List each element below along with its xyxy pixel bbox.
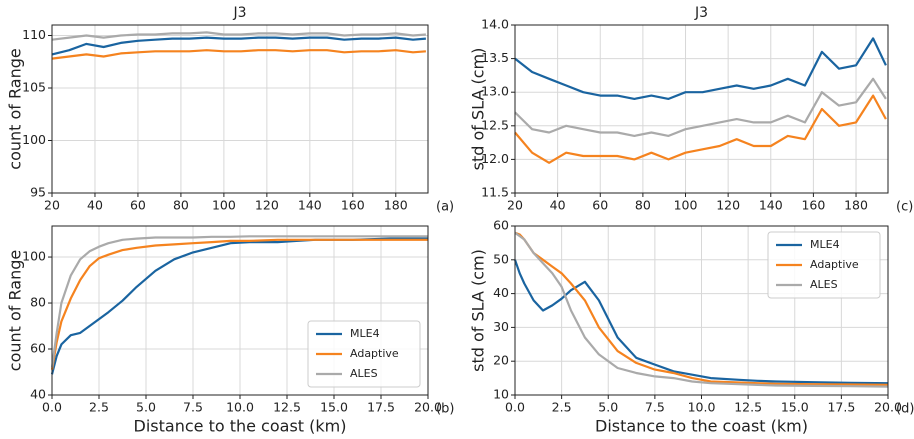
y-axis-label: std of SLA (cm) [469,48,488,171]
x-tick-label: 140 [298,198,322,213]
x-tick-label: 80 [635,198,651,213]
x-tick-label: 10.0 [226,400,254,415]
x-tick-label: 20 [507,198,523,213]
x-tick-label: 0.0 [42,400,62,415]
x-tick-label: 80 [173,198,189,213]
x-tick-label: 5.0 [598,400,618,415]
y-tick-label: 110 [22,27,46,42]
y-tick-label: 40 [30,387,46,402]
x-tick-label: 15.0 [320,400,348,415]
data-line [50,238,428,370]
x-tick-label: 120 [255,198,279,213]
x-tick-label: 12.5 [734,400,762,415]
panel-label: (d) [896,402,914,417]
x-tick-label: 160 [341,198,365,213]
data-line [514,37,887,100]
y-tick-label: 11.5 [481,185,509,200]
data-line [514,94,887,164]
x-tick-label: 5.0 [136,400,156,415]
legend-label: ALES [350,367,378,380]
data-line [514,231,889,388]
y-tick-label: 14.0 [481,17,509,32]
x-tick-label: 10.0 [688,400,716,415]
data-line [51,49,426,60]
x-tick-label: 17.5 [827,400,855,415]
plot-frame [514,225,889,396]
y-tick-label: 100 [22,132,46,147]
x-axis-label: Distance to the coast (km) [595,417,808,436]
y-tick-label: 60 [493,218,509,233]
legend-box [767,231,881,299]
y-axis-label: std of SLA (cm) [469,249,488,372]
y-tick-label: 30 [493,319,509,334]
x-tick-label: 120 [716,198,740,213]
legend-box [307,320,421,388]
x-tick-label: 17.5 [367,400,395,415]
x-tick-label: 7.5 [645,400,665,415]
x-tick-label: 0.0 [505,400,525,415]
data-line [51,36,426,56]
plot-frame [51,225,429,396]
x-tick-label: 160 [801,198,825,213]
x-tick-label: 2.5 [89,400,109,415]
plot-frame [514,24,889,194]
x-tick-label: 12.5 [273,400,301,415]
x-axis-label: Distance to the coast (km) [134,417,347,436]
x-tick-label: 180 [384,198,408,213]
y-tick-label: 80 [30,295,46,310]
x-tick-label: 7.5 [183,400,203,415]
x-tick-label: 20 [44,198,60,213]
data-line [51,31,426,41]
x-tick-label: 20.0 [874,400,902,415]
legend-label: Adaptive [810,258,859,271]
legend-label: MLE4 [810,238,840,251]
y-tick-label: 12.5 [481,117,509,132]
y-axis-label: count of Range [6,48,25,169]
data-line [513,259,889,385]
y-tick-label: 105 [22,80,46,95]
legend-label: MLE4 [350,327,380,340]
panel-label: (c) [896,200,913,215]
x-tick-label: 2.5 [552,400,572,415]
x-tick-label: 60 [592,198,608,213]
data-line [514,231,889,386]
x-tick-label: 40 [87,198,103,213]
y-tick-label: 40 [493,285,509,300]
panel-label: (a) [436,200,454,215]
chart-title: J3 [694,5,708,21]
x-tick-label: 100 [674,198,698,213]
y-tick-label: 12.0 [481,151,509,166]
data-line [50,235,428,368]
x-tick-label: 60 [130,198,146,213]
y-tick-label: 100 [22,249,46,264]
x-tick-label: 15.0 [781,400,809,415]
chart-title: J3 [232,5,246,21]
y-tick-label: 60 [30,341,46,356]
legend-label: Adaptive [350,347,399,360]
x-tick-label: 100 [212,198,236,213]
legend-label: ALES [810,278,838,291]
x-tick-label: 180 [844,198,868,213]
y-tick-label: 10 [493,387,509,402]
plot-frame [51,24,429,194]
y-tick-label: 20 [493,353,509,368]
y-tick-label: 13.5 [481,50,509,65]
y-axis-label: count of Range [6,250,25,371]
x-tick-label: 40 [550,198,566,213]
x-tick-label: 20.0 [414,400,442,415]
y-tick-label: 95 [30,185,46,200]
y-tick-label: 13.0 [481,84,509,99]
panel-label: (b) [436,402,454,417]
x-tick-label: 140 [759,198,783,213]
data-line [514,77,887,137]
y-tick-label: 50 [493,251,509,266]
